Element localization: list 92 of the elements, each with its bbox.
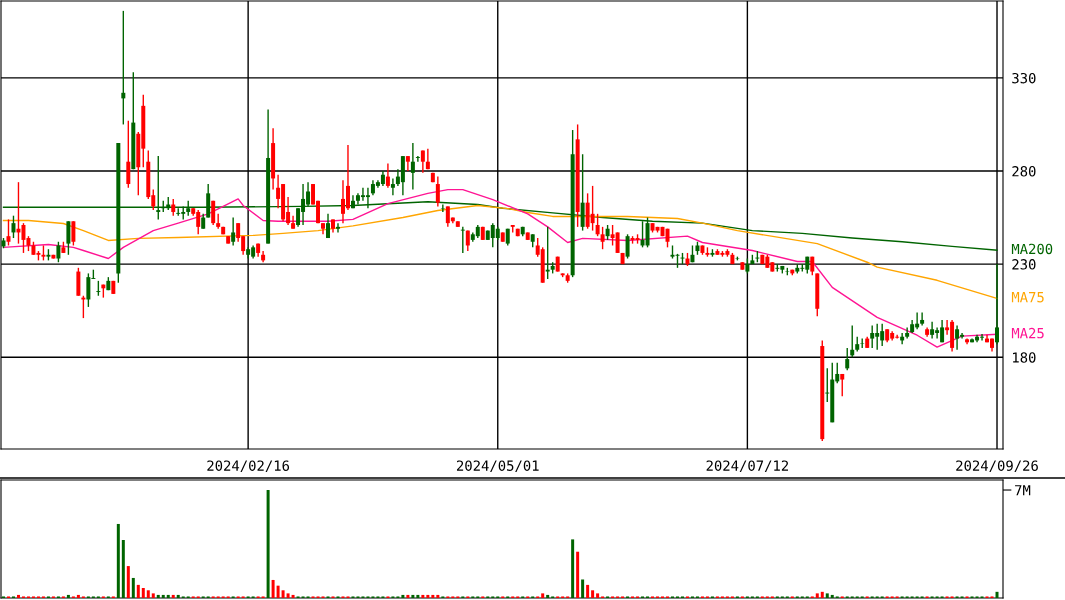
- bar: [820, 591, 824, 598]
- bar: [146, 590, 150, 598]
- candlestick: [595, 213, 600, 237]
- candlestick: [600, 226, 605, 250]
- bar: [16, 594, 20, 598]
- bar: [151, 593, 155, 598]
- bar: [830, 594, 834, 598]
- bar: [281, 590, 285, 598]
- candlestick: [390, 177, 395, 196]
- bar: [581, 579, 585, 598]
- candlestick: [930, 321, 935, 340]
- candlestick: [66, 220, 71, 256]
- bar: [416, 594, 420, 598]
- bar: [421, 594, 425, 598]
- series-label: MA75: [1011, 292, 1044, 303]
- series-label: MA200: [1011, 243, 1053, 255]
- bar: [995, 591, 999, 598]
- candlestick: [336, 222, 340, 234]
- bar: [286, 593, 290, 598]
- candlestick: [211, 200, 216, 226]
- candlestick: [440, 203, 445, 213]
- y-tick-label: 180: [1013, 352, 1036, 363]
- bar: [266, 490, 270, 598]
- bar: [271, 579, 275, 598]
- candlestick: [905, 326, 910, 340]
- candlestick: [86, 272, 91, 308]
- candlestick: [385, 162, 390, 189]
- candlestick: [126, 120, 131, 189]
- bar: [411, 594, 415, 598]
- bar: [586, 584, 590, 598]
- bar: [121, 540, 125, 598]
- candlestick: [615, 231, 620, 254]
- bar: [401, 594, 405, 598]
- bar: [276, 585, 280, 598]
- x-tick-label: 2024/05/01: [456, 460, 539, 473]
- candlestick: [71, 220, 76, 247]
- bar: [546, 594, 550, 598]
- candlestick: [345, 144, 350, 211]
- line-series: [2, 204, 998, 300]
- x-tick-label: 2024/02/16: [207, 460, 290, 473]
- bar: [591, 590, 595, 598]
- candlestick: [121, 10, 126, 126]
- candlestick: [410, 142, 415, 191]
- candlestick: [56, 241, 61, 263]
- candlestick: [231, 216, 236, 247]
- bar: [136, 584, 140, 598]
- bar: [576, 551, 580, 598]
- bar: [291, 594, 295, 598]
- bar: [66, 594, 70, 598]
- candlestick: [415, 155, 420, 163]
- candlestick: [216, 213, 221, 230]
- candlestick: [590, 185, 595, 232]
- candlestick: [870, 324, 875, 349]
- bar: [131, 577, 135, 598]
- bar: [596, 593, 600, 598]
- bar: [76, 594, 80, 598]
- bar: [166, 594, 170, 598]
- bar: [436, 594, 440, 598]
- bar: [541, 593, 545, 598]
- bar: [815, 593, 819, 598]
- bar: [116, 523, 120, 598]
- candlestick: [326, 213, 331, 239]
- bar: [431, 594, 435, 598]
- bar: [406, 594, 410, 598]
- candlestick: [845, 347, 850, 371]
- bar: [571, 539, 575, 598]
- y-tick-label: 280: [1012, 166, 1036, 177]
- bar: [171, 594, 175, 598]
- x-tick-label: 2024/09/26: [956, 460, 1038, 473]
- candlestick: [460, 226, 465, 254]
- x-tick-label: 2024/07/12: [706, 460, 789, 473]
- candlestick: [545, 226, 550, 280]
- candlestick: [850, 324, 855, 358]
- series-label: MA25: [1011, 327, 1044, 339]
- candlestick: [11, 214, 16, 239]
- candlestick: [625, 233, 630, 260]
- candlestick: [6, 218, 11, 247]
- bar: [156, 594, 160, 598]
- bar: [161, 594, 165, 598]
- bar: [825, 593, 829, 598]
- line-series: [2, 188, 998, 348]
- candlestick: [435, 175, 440, 208]
- bar: [426, 594, 430, 598]
- bar: [126, 566, 130, 598]
- y-tick-label: 330: [1012, 72, 1036, 84]
- y-tick-label: 7M: [1015, 485, 1031, 496]
- candlestick: [920, 311, 925, 327]
- candlestick: [995, 263, 1000, 345]
- bar: [141, 587, 145, 598]
- bar: [176, 594, 180, 598]
- candlestick: [955, 324, 960, 351]
- y-tick-label: 230: [1012, 259, 1036, 270]
